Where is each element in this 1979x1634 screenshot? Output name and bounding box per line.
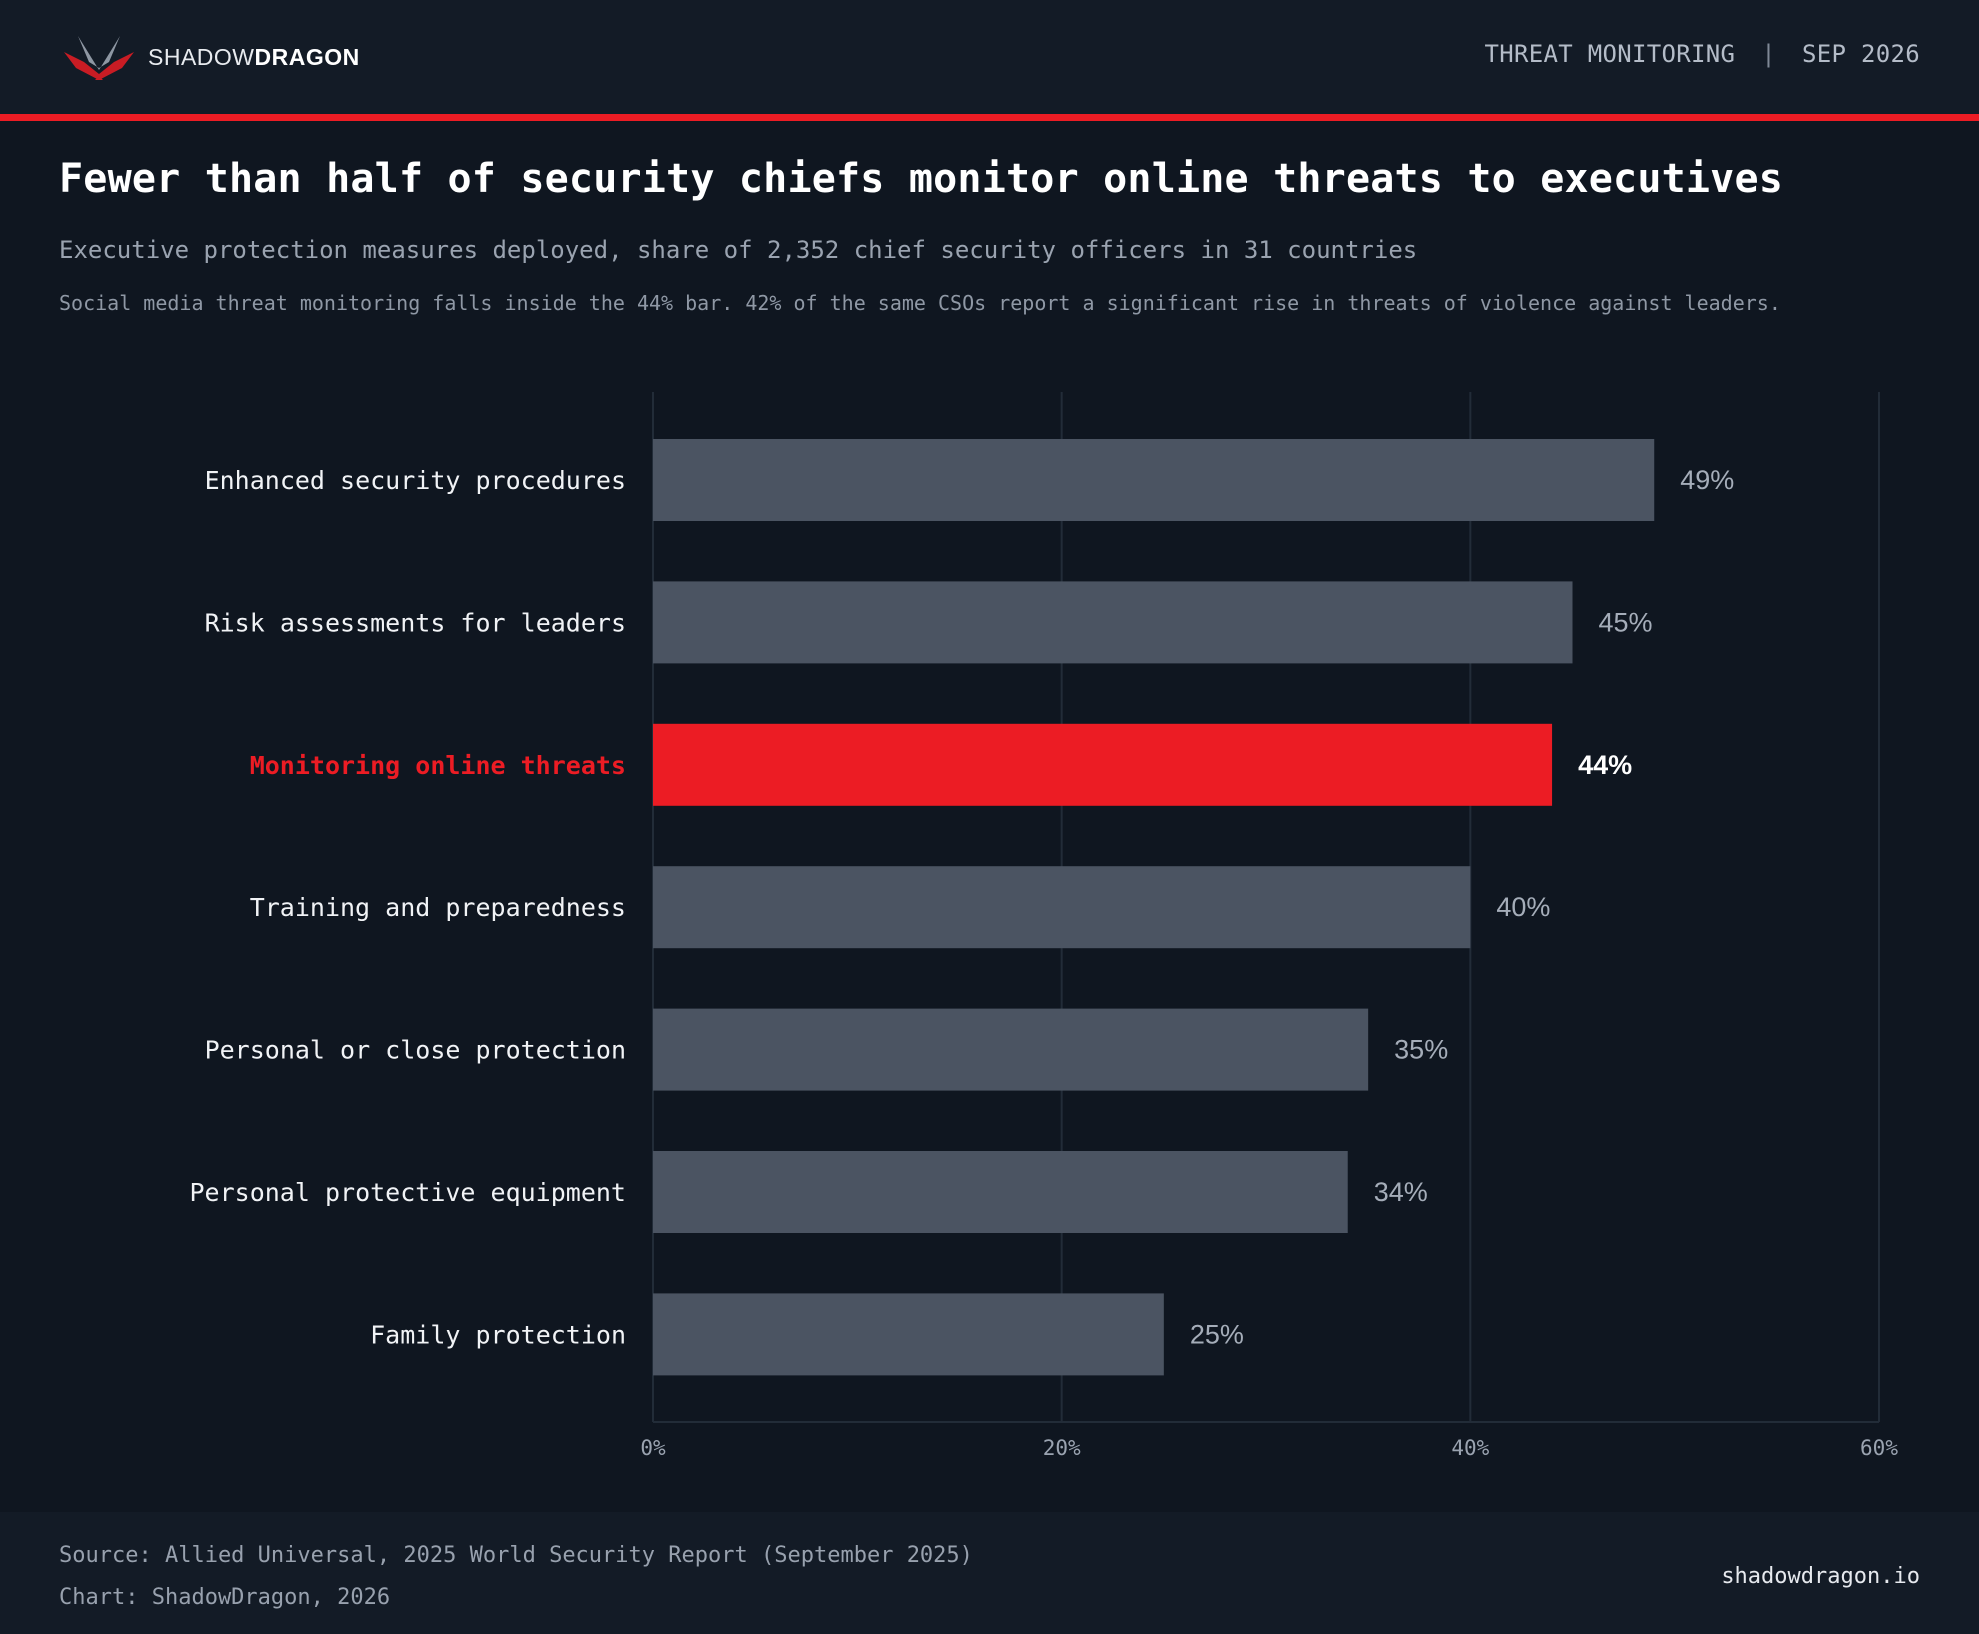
section-label: THREAT MONITORING <box>1484 40 1736 68</box>
x-tick-label: 60% <box>1860 1436 1898 1460</box>
value-label: 49% <box>1680 465 1734 495</box>
chart-subtitle: Executive protection measures deployed, … <box>59 236 1418 264</box>
category-label: Risk assessments for leaders <box>205 608 626 637</box>
header-bar <box>0 0 1979 114</box>
header-divider: | <box>1761 40 1776 68</box>
value-label: 40% <box>1496 892 1550 922</box>
website-link[interactable]: shadowdragon.io <box>1721 1564 1920 1589</box>
brand-wordmark-light: SHADOW <box>148 43 255 70</box>
header-meta: THREAT MONITORING | SEP 2026 <box>1485 40 1921 68</box>
value-label: 34% <box>1374 1177 1428 1207</box>
x-tick-label: 0% <box>640 1436 666 1460</box>
brand-logo[interactable]: SHADOWDRAGON <box>62 30 360 84</box>
bar <box>653 866 1471 949</box>
source-note: Source: Allied Universal, 2025 World Sec… <box>59 1543 973 1568</box>
bar-chart: 0% 20% 40% 60% Enhanced security procedures 4… <box>190 392 1898 1460</box>
category-label: Monitoring online threats <box>250 751 626 780</box>
header-accent-rule <box>0 114 1979 121</box>
brand-wordmark-bold: DRAGON <box>254 43 360 70</box>
chart-note: Social media threat monitoring falls ins… <box>59 291 1781 315</box>
footer-bar <box>0 1512 1979 1634</box>
category-label: Enhanced security procedures <box>205 466 626 495</box>
chart-title: Fewer than half of security chiefs monit… <box>59 156 1784 202</box>
value-label: 25% <box>1190 1319 1244 1349</box>
bar <box>653 723 1553 806</box>
value-label: 44% <box>1578 750 1632 780</box>
bar <box>653 581 1573 664</box>
issue-date: SEP 2026 <box>1802 40 1920 68</box>
brand-wordmark: SHADOWDRAGON <box>148 44 360 71</box>
bar <box>653 1151 1348 1233</box>
value-label: 35% <box>1394 1035 1448 1065</box>
chart-credit: Chart: ShadowDragon, 2026 <box>59 1585 391 1610</box>
category-label: Family protection <box>370 1320 626 1349</box>
dragon-logo-icon <box>64 36 134 80</box>
value-label: 45% <box>1599 607 1653 637</box>
bar <box>653 439 1655 521</box>
category-label: Training and preparedness <box>250 893 626 922</box>
category-label: Personal or close protection <box>205 1036 626 1065</box>
bar <box>653 1293 1164 1376</box>
x-tick-label: 40% <box>1451 1436 1489 1460</box>
category-label: Personal protective equipment <box>190 1178 627 1207</box>
x-tick-label: 20% <box>1043 1436 1081 1460</box>
bar <box>653 1008 1369 1091</box>
